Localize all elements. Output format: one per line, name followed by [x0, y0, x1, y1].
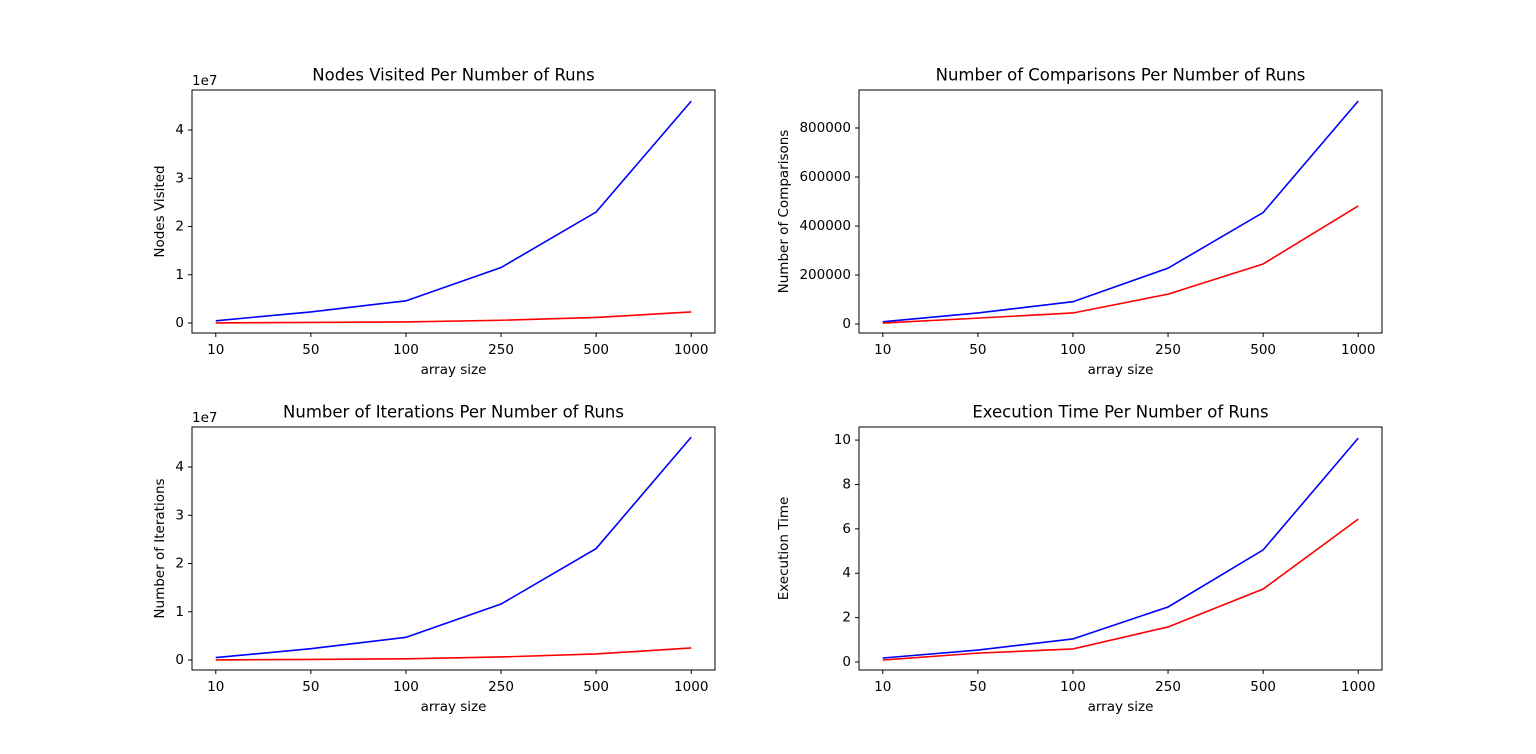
axes-frame: [858, 426, 1383, 671]
x-axis-label: array size: [421, 699, 487, 715]
axes-frame: [191, 89, 716, 334]
x-tick-label: 50: [302, 679, 319, 695]
data-line: [215, 647, 692, 661]
subplot: Number of Iterations Per Number of Runs 1…: [152, 403, 716, 715]
y-tick-label: 0: [842, 654, 851, 670]
y-tick-label: 200000: [799, 267, 851, 283]
y-tick-label: 8: [842, 476, 851, 492]
y-tick-label: 0: [175, 652, 184, 668]
x-tick-label: 100: [1060, 679, 1086, 695]
x-tick-label: 10: [874, 342, 891, 358]
x-tick-label: 100: [393, 679, 419, 695]
y-tick-label: 2: [842, 610, 851, 626]
y-tick-label: 6: [842, 521, 851, 537]
data-line: [215, 436, 692, 659]
y-tick-label: 10: [834, 432, 851, 448]
subplot: Number of Comparisons Per Number of Runs…: [776, 66, 1383, 378]
x-tick-label: 250: [1155, 342, 1181, 358]
x-tick-label: 1000: [674, 342, 708, 358]
y-tick-label: 0: [175, 315, 184, 331]
data-line: [882, 100, 1359, 323]
y-tick-label: 3: [175, 170, 184, 186]
y-axis-label: Execution Time: [776, 497, 792, 601]
subplot-title: Execution Time Per Number of Runs: [972, 403, 1268, 422]
x-tick-label: 500: [1250, 342, 1276, 358]
y-tick-label: 0: [842, 316, 851, 332]
y-offset-text: 1e7: [192, 73, 217, 89]
subplot-title: Number of Comparisons Per Number of Runs: [936, 66, 1306, 85]
y-tick-label: 4: [842, 565, 851, 581]
x-tick-label: 500: [583, 342, 609, 358]
y-axis-label: Nodes Visited: [152, 165, 168, 257]
x-tick-label: 1000: [1341, 679, 1375, 695]
data-line: [882, 437, 1359, 659]
x-tick-label: 500: [583, 679, 609, 695]
y-tick-label: 4: [175, 122, 184, 138]
y-tick-label: 800000: [799, 120, 851, 136]
x-tick-label: 50: [302, 342, 319, 358]
x-tick-label: 50: [969, 679, 986, 695]
x-axis-label: array size: [1088, 699, 1154, 715]
y-axis-label: Number of Iterations: [152, 478, 168, 618]
y-tick-label: 400000: [799, 218, 851, 234]
y-tick-label: 1: [175, 267, 184, 283]
data-line: [882, 518, 1359, 661]
x-tick-label: 10: [207, 342, 224, 358]
subplot-title: Nodes Visited Per Number of Runs: [312, 66, 594, 85]
y-tick-label: 2: [175, 556, 184, 572]
y-tick-label: 1: [175, 604, 184, 620]
x-tick-label: 250: [488, 342, 514, 358]
x-tick-label: 100: [1060, 342, 1086, 358]
data-line: [215, 311, 692, 324]
data-line: [215, 100, 692, 322]
data-line: [882, 205, 1359, 324]
y-tick-label: 2: [175, 219, 184, 235]
x-tick-label: 1000: [674, 679, 708, 695]
x-axis-label: array size: [421, 362, 487, 378]
axes-frame: [191, 426, 716, 671]
y-tick-label: 4: [175, 459, 184, 475]
subplot-title: Number of Iterations Per Number of Runs: [283, 403, 624, 422]
x-tick-label: 100: [393, 342, 419, 358]
y-axis-label: Number of Comparisons: [776, 130, 792, 294]
y-offset-text: 1e7: [192, 410, 217, 426]
x-tick-label: 1000: [1341, 342, 1375, 358]
y-tick-label: 600000: [799, 169, 851, 185]
x-tick-label: 250: [1155, 679, 1181, 695]
x-tick-label: 50: [969, 342, 986, 358]
x-tick-label: 500: [1250, 679, 1276, 695]
axes-frame: [858, 89, 1383, 334]
y-tick-label: 3: [175, 507, 184, 523]
x-axis-label: array size: [1088, 362, 1154, 378]
x-tick-label: 10: [874, 679, 891, 695]
x-tick-label: 250: [488, 679, 514, 695]
x-tick-label: 10: [207, 679, 224, 695]
